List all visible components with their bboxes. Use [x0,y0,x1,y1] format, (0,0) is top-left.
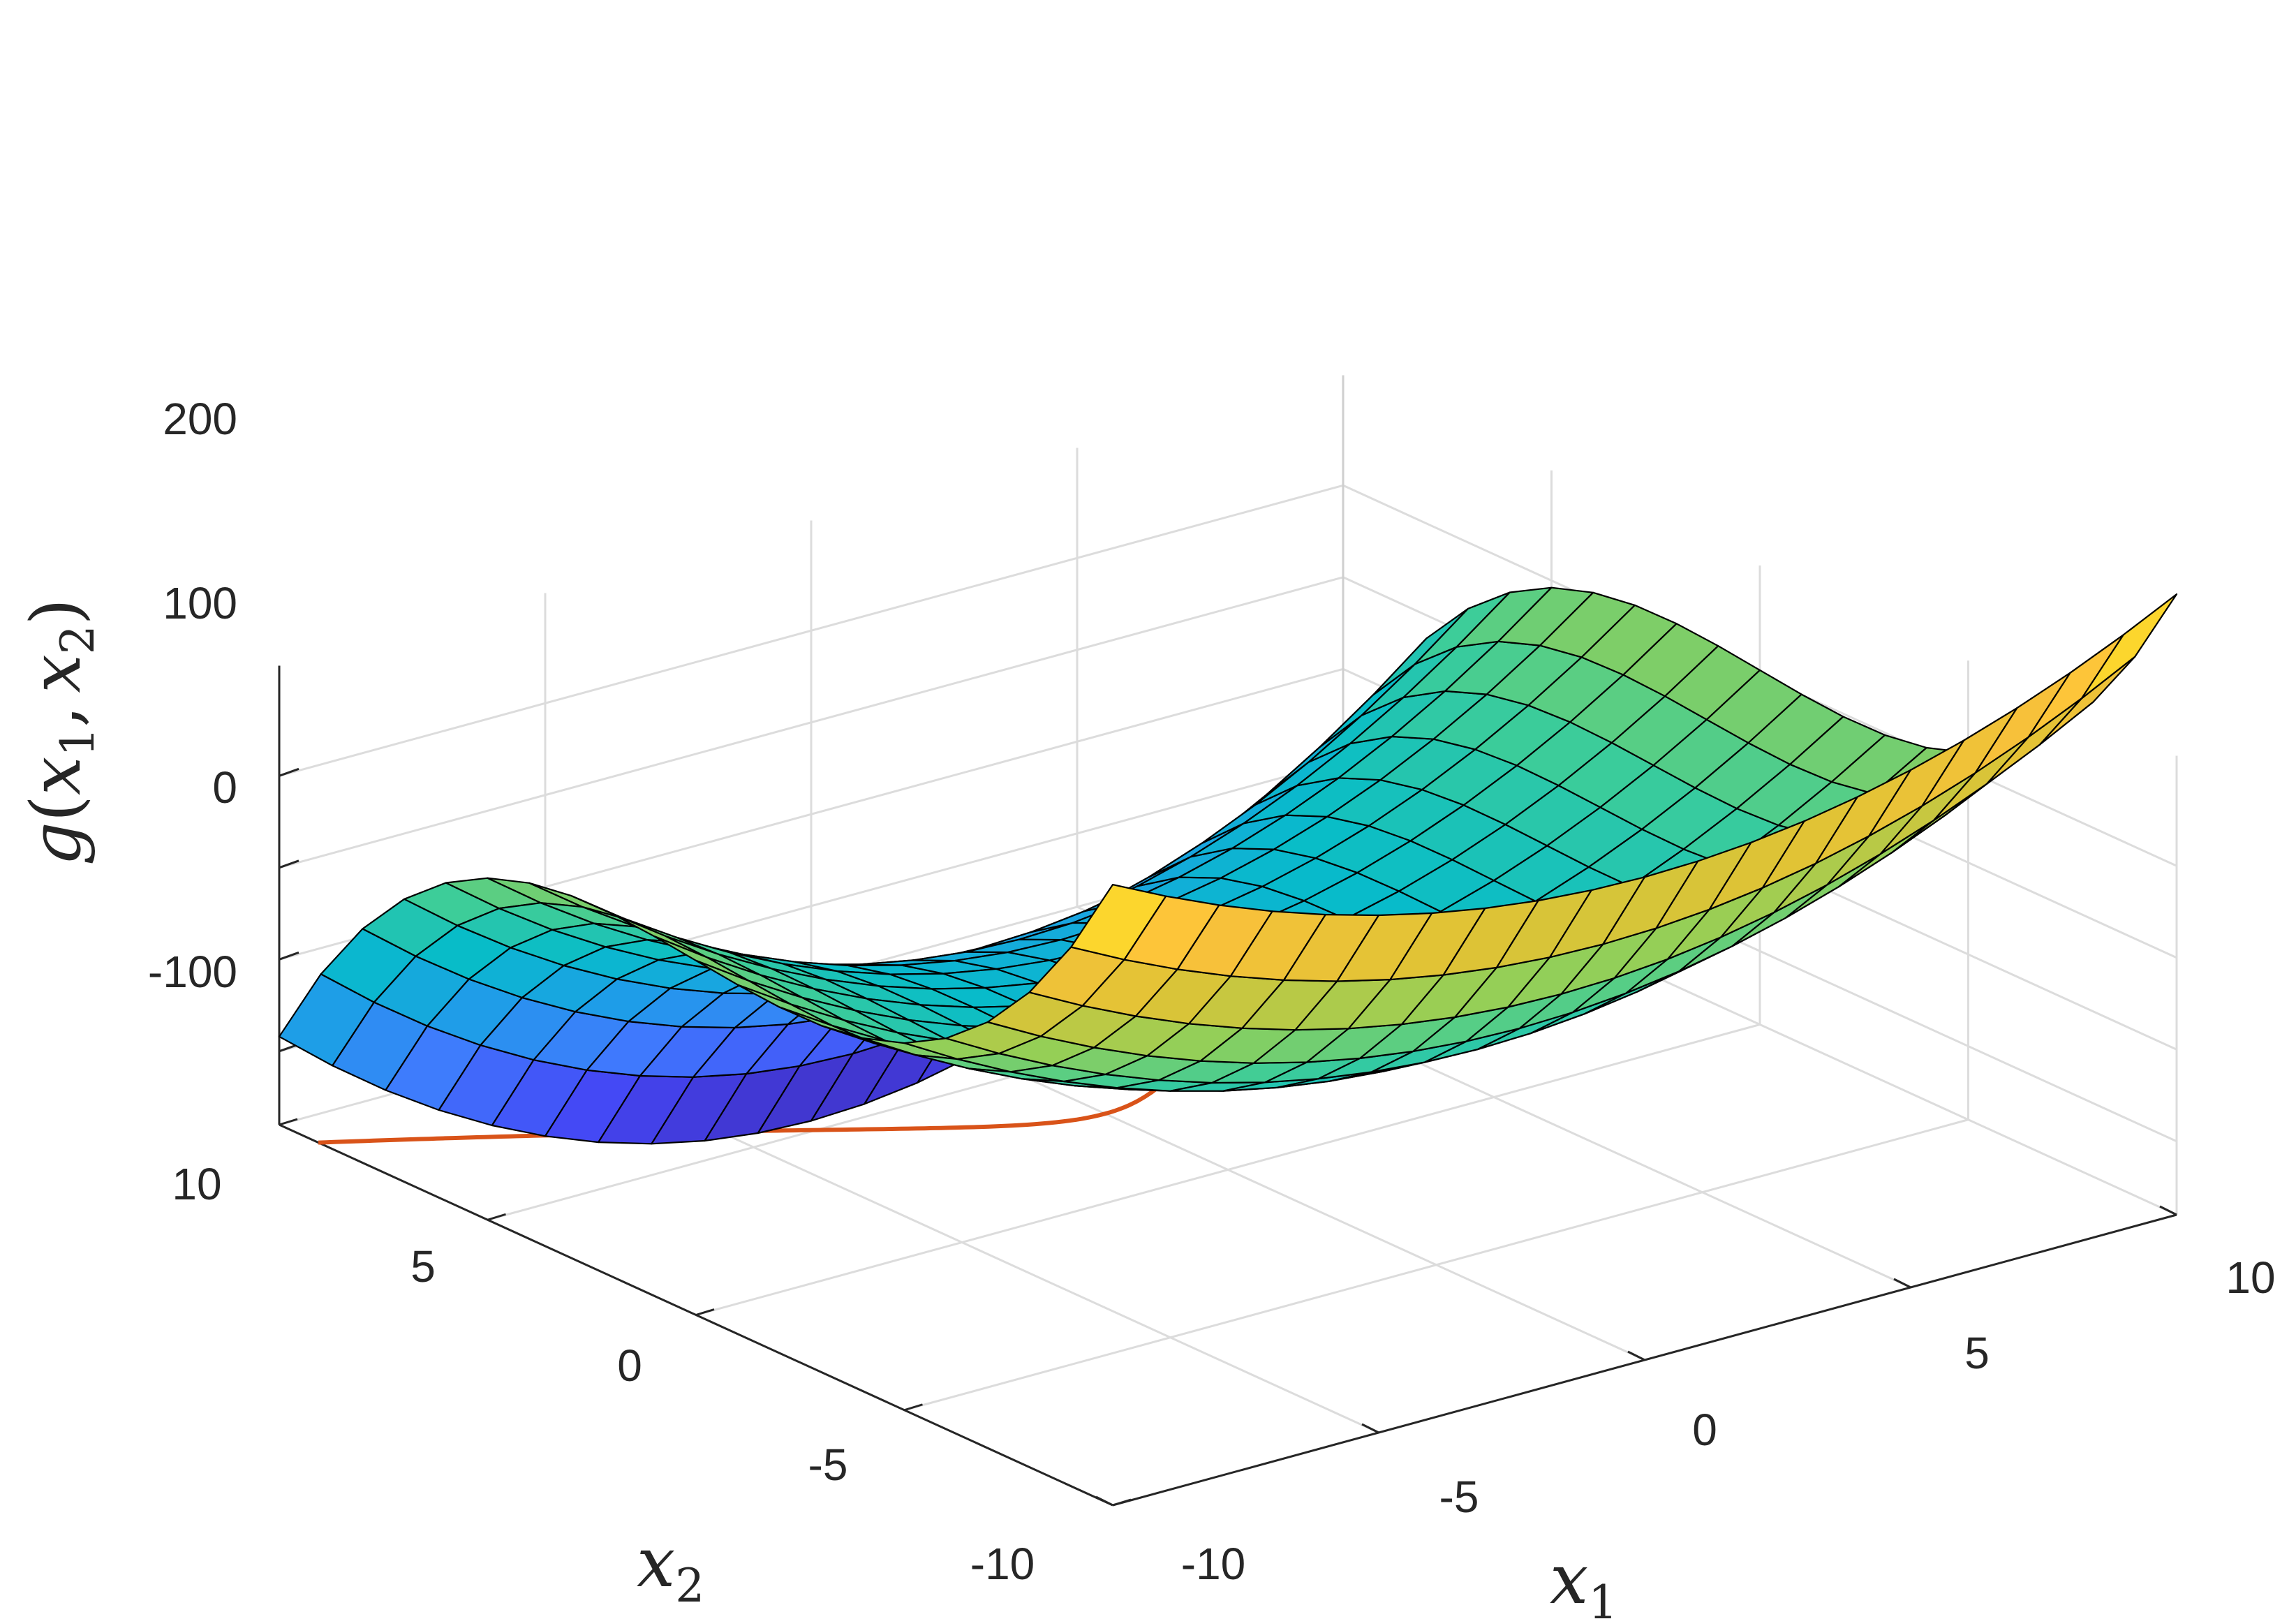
x-tick-label: 10 [2225,1252,2275,1303]
y-tick-label: 5 [410,1241,436,1292]
z-tick-mark [279,951,299,961]
surface-mesh [278,586,2178,1145]
z-tick-label: -100 [148,947,237,997]
z-tick-label: 100 [163,578,237,628]
x2-tick-mark [1112,1498,1132,1507]
x1-tick-mark [1095,1495,1113,1507]
z-tick-mark [279,767,299,777]
x-tick-label: -10 [1181,1539,1246,1589]
surface-patch [2027,634,2124,738]
y-tick-label: 0 [617,1340,642,1391]
x2-tick-mark [487,1213,506,1221]
back-wall-grid-line [279,576,1344,869]
x1-tick-mark [1627,1350,1645,1361]
axes [278,665,2177,1507]
floor-grid-line [695,1023,1761,1316]
z-axis-title: g(x1,x2) [17,598,105,866]
x1-tick-labels: -10 -5 0 5 10 [1181,1252,2276,1589]
x2-tick-mark [279,1118,298,1126]
x1-axis-title: x1 [1550,1540,1617,1619]
x2-tick-mark [904,1403,923,1412]
x-tick-label: -5 [1439,1472,1479,1522]
x2-axis-title: x2 [637,1523,704,1613]
x1-tick-mark [2159,1205,2177,1216]
x-tick-label: 5 [1964,1328,1990,1378]
z-tick-labels: -100 0 100 200 [148,394,237,997]
back-wall-grid-line [279,484,1344,777]
z-tick-label: 0 [212,762,237,813]
x1-tick-mark [1361,1423,1379,1434]
z-tick-mark [279,859,299,869]
x-tick-label: 0 [1692,1405,1717,1455]
y-tick-label: -5 [808,1440,848,1490]
y-tick-label: -10 [970,1539,1035,1589]
surface-patch [2081,593,2178,700]
floor-grid-line [904,1118,1969,1412]
x2-tick-labels: -10 -5 0 5 10 [172,1159,1035,1589]
x1-tick-mark [1893,1278,1911,1289]
y-tick-label: 10 [172,1159,221,1209]
z-tick-label: 200 [163,394,237,444]
x2-tick-mark [695,1308,715,1316]
